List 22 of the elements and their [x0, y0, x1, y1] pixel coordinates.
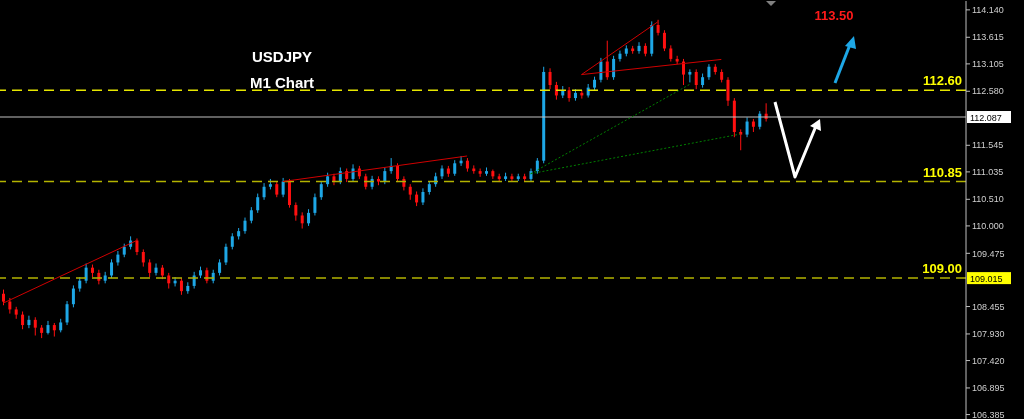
y-tick-label: 113.615 [972, 32, 1004, 43]
y-tick-label: 109.475 [972, 248, 1005, 259]
ref-line-label: 109.00 [922, 261, 962, 277]
ref-line-label: 110.85 [922, 164, 962, 180]
y-tick-label: 111.035 [972, 167, 1004, 178]
y-tick-label: 106.895 [972, 383, 1005, 394]
y-tick-label: 106.385 [972, 409, 1005, 419]
annotation: 113.50 [814, 8, 854, 23]
text: USDJPY [251, 48, 313, 65]
y-tick-label: 110.510 [972, 194, 1004, 205]
ref-line-label: 112.60 [922, 73, 962, 89]
ref-line-label: 112.087 [970, 113, 1002, 124]
y-tick-label: 111.545 [972, 140, 1004, 151]
text: M1 Chart [249, 74, 315, 91]
y-tick-label: 107.930 [972, 329, 1005, 340]
y-tick-label: 108.455 [972, 301, 1005, 312]
text: 109.015 [970, 274, 1003, 285]
y-tick-label: 114.140 [972, 5, 1004, 16]
y-tick-label: 107.420 [972, 355, 1005, 366]
y-tick-label: 110.000 [972, 221, 1004, 232]
y-tick-label: 113.105 [972, 59, 1004, 70]
y-tick-label: 112.580 [972, 86, 1004, 97]
